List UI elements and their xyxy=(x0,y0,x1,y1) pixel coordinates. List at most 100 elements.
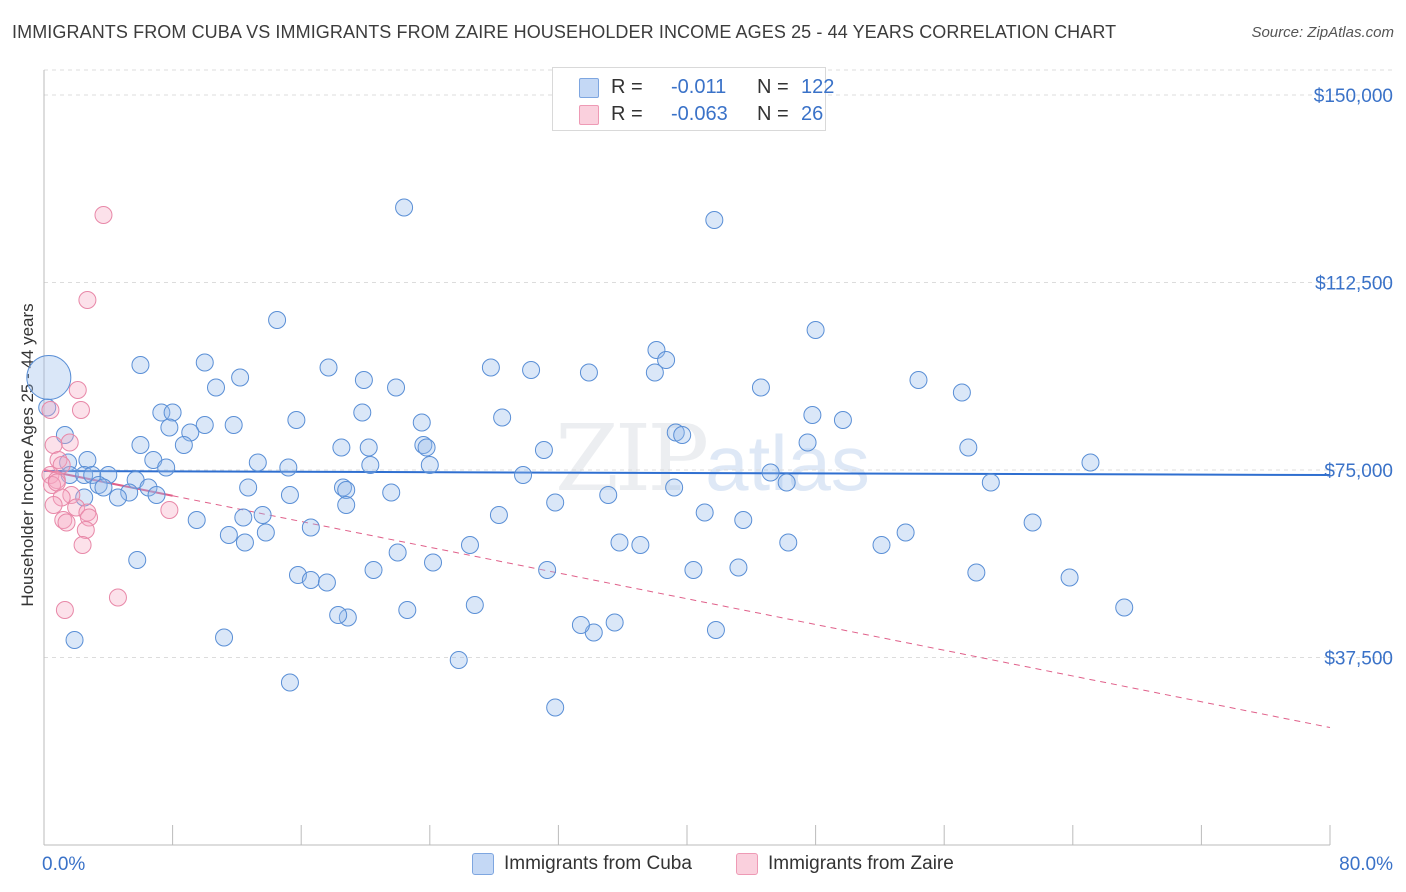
cuba-point xyxy=(571,616,590,634)
cuba-point xyxy=(364,561,383,579)
cuba-point xyxy=(414,436,433,454)
cuba-point xyxy=(779,533,798,552)
cuba-trend-line xyxy=(43,470,1331,476)
y-tick-label: $37,500 xyxy=(1324,649,1393,670)
cuba-point xyxy=(317,573,336,592)
cuba-point xyxy=(89,476,108,494)
cuba-point xyxy=(777,473,796,492)
cuba-point xyxy=(684,561,703,579)
cuba-point xyxy=(420,456,439,474)
cuba-point xyxy=(333,478,352,497)
cuba-point xyxy=(382,483,401,502)
legend-r-label: R = xyxy=(611,103,643,125)
cuba-point xyxy=(833,411,852,429)
cuba-point xyxy=(279,458,298,477)
cuba-point xyxy=(219,526,238,544)
zaire-point xyxy=(55,601,74,619)
zaire-point xyxy=(108,588,127,607)
cuba-point xyxy=(207,378,226,397)
cuba-point xyxy=(610,533,629,552)
legend-r-value-zaire: -0.063 xyxy=(671,103,728,125)
cuba-point xyxy=(108,488,127,507)
y-tick-label: $75,000 xyxy=(1324,461,1393,482)
chart-title: IMMIGRANTS FROM CUBA VS IMMIGRANTS FROM … xyxy=(12,22,1117,42)
cuba-point xyxy=(337,496,356,514)
legend-swatch-zaire xyxy=(579,105,599,125)
trend-lines xyxy=(43,469,1331,728)
cuba-point xyxy=(673,426,692,444)
y-tick-label: $150,000 xyxy=(1314,86,1393,107)
cuba-point xyxy=(1081,453,1100,472)
cuba-point xyxy=(546,493,565,512)
cuba-point xyxy=(388,543,407,562)
cuba-point xyxy=(493,408,512,427)
watermark-atlas: atlas xyxy=(705,419,870,507)
cuba-point xyxy=(896,523,915,542)
cuba-point xyxy=(131,436,150,454)
cuba-point xyxy=(332,438,351,457)
watermark: ZIPatlas xyxy=(555,405,870,512)
cuba-point xyxy=(361,456,380,474)
cuba-point xyxy=(695,503,714,522)
cuba-point xyxy=(981,473,1000,492)
cuba-point xyxy=(546,698,565,717)
legend-n-label: N = xyxy=(757,103,789,125)
cuba-point xyxy=(147,486,166,504)
cuba-point xyxy=(538,561,557,579)
cuba-point xyxy=(522,361,541,379)
cuba-point xyxy=(120,483,139,502)
cuba-point xyxy=(287,411,306,429)
legend-swatch-cuba xyxy=(579,78,599,98)
cuba-point xyxy=(337,481,356,499)
cuba-point xyxy=(761,463,780,482)
cuba-point xyxy=(353,403,372,422)
zaire-point xyxy=(43,476,62,494)
cuba-point xyxy=(235,533,254,552)
grid-lines xyxy=(44,69,1395,658)
cuba-point xyxy=(657,351,676,369)
cuba-point xyxy=(354,371,373,389)
cuba-point xyxy=(280,673,299,692)
cuba-point xyxy=(514,466,533,484)
cuba-point xyxy=(398,601,417,619)
cuba-point xyxy=(631,536,650,554)
y-tick-label: $112,500 xyxy=(1315,274,1393,295)
cuba-point xyxy=(412,413,431,432)
cuba-point xyxy=(248,453,267,472)
legend-n-value-zaire: 26 xyxy=(801,103,824,125)
zaire-point xyxy=(47,473,66,492)
zaire-point xyxy=(78,291,97,309)
cuba-point xyxy=(253,506,272,524)
zaire-trend-line-dashed xyxy=(172,495,1331,728)
zaire-point xyxy=(71,401,90,419)
cuba-point xyxy=(268,311,287,329)
cuba-point xyxy=(224,416,243,434)
cuba-point xyxy=(83,466,102,484)
cuba-point xyxy=(301,571,320,589)
bottom-legend-label-cuba: Immigrants from Cuba xyxy=(504,853,692,874)
cuba-point xyxy=(645,363,664,382)
cuba-point xyxy=(195,353,214,372)
cuba-point xyxy=(329,606,348,624)
cuba-point xyxy=(729,558,748,577)
cuba-point xyxy=(959,438,978,457)
cuba-point xyxy=(449,651,468,669)
cuba-point xyxy=(1060,568,1079,587)
zaire-point xyxy=(67,498,86,517)
zaire-point xyxy=(76,521,95,539)
cuba-point xyxy=(359,438,378,457)
cuba-point xyxy=(78,451,97,469)
bottom-legend-label-zaire: Immigrants from Zaire xyxy=(768,853,954,874)
cuba-point xyxy=(1115,598,1134,617)
cuba-point xyxy=(94,478,113,497)
cuba-point xyxy=(599,486,618,504)
zaire-point xyxy=(94,206,113,224)
cuba-point xyxy=(215,628,234,647)
x-tick-label: 80.0% xyxy=(1339,854,1393,875)
cuba-point xyxy=(187,511,206,529)
zaire-point xyxy=(57,513,76,532)
x-tick-label: 0.0% xyxy=(42,854,85,875)
cuba-point xyxy=(280,486,299,504)
cuba-point xyxy=(65,631,84,649)
cuba-point xyxy=(806,321,825,339)
